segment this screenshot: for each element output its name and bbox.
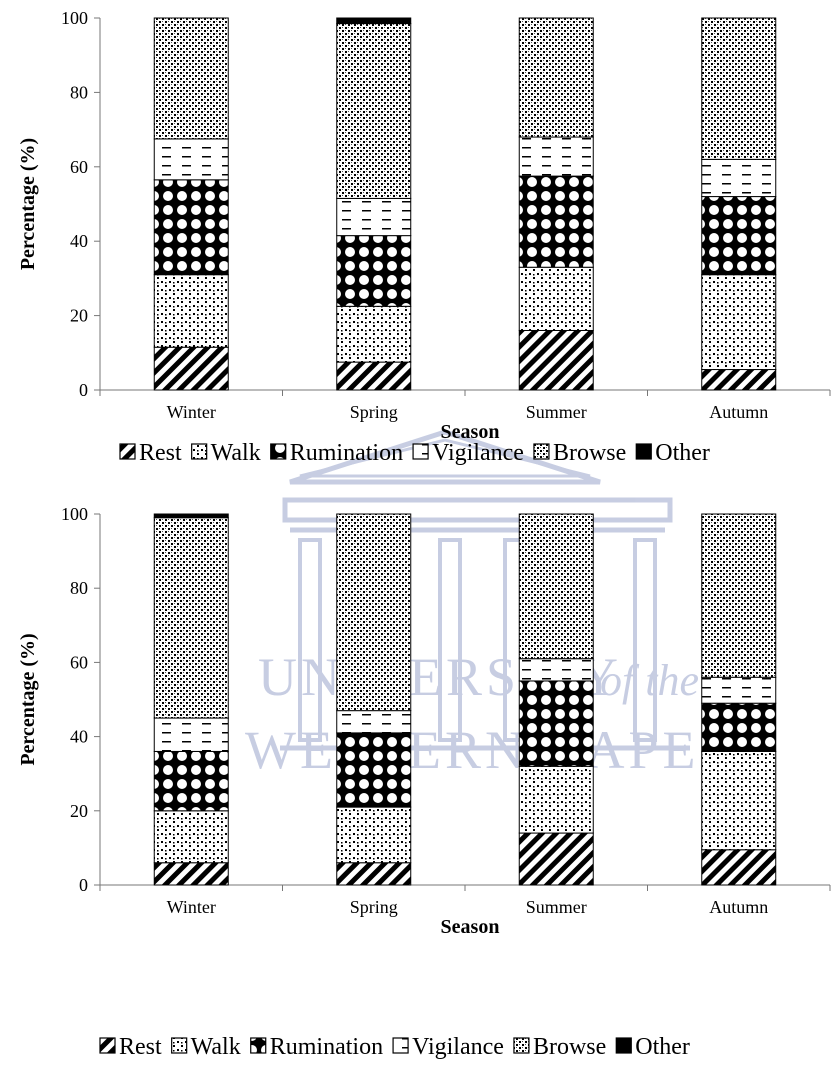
legend-swatch-rest (119, 443, 136, 460)
y-tick-label: 40 (70, 727, 88, 747)
bar-segment-browse-winter (153, 17, 229, 140)
bar-segment-rest-autumn (701, 369, 777, 391)
legend-label-vigilance: Vigilance (432, 440, 524, 466)
legend-swatch-walk (171, 1037, 188, 1054)
bar-segment-rest-summer (518, 832, 594, 886)
legend-label-walk: Walk (191, 1034, 241, 1060)
y-tick-label: 100 (61, 504, 88, 524)
legend-swatch-vigilance (392, 1037, 409, 1054)
legend: Rest Walk Rumination Vigilance Browse Other (119, 440, 710, 466)
legend-swatch-browse (533, 443, 550, 460)
watermark-line1-suffix: of the (600, 656, 699, 705)
x-tick-label: Summer (526, 897, 587, 917)
y-tick-label: 80 (70, 82, 88, 102)
watermark-line2: WESTERN CAPE (245, 720, 700, 780)
legend-label-browse: Browse (533, 1034, 606, 1060)
bar-segment-rest-winter (153, 346, 229, 391)
bar-segment-walk-autumn (701, 274, 777, 371)
bar-segment-walk-spring (336, 806, 412, 864)
x-tick-label: Spring (350, 897, 398, 917)
x-tick-label: Summer (526, 402, 587, 422)
bar-segment-vigilance-autumn (701, 158, 777, 198)
bar-segment-vigilance-spring (336, 710, 412, 734)
x-tick-label: Winter (167, 897, 216, 917)
bar-segment-other-spring (336, 17, 412, 25)
bar-segment-rest-autumn (701, 849, 777, 886)
bar-segment-rumination-spring (336, 732, 412, 808)
bar-segment-browse-autumn (701, 513, 777, 678)
bar-segment-rumination-winter (153, 179, 229, 276)
y-tick-label: 0 (79, 875, 88, 895)
bar-segment-browse-summer (518, 513, 594, 660)
legend-label-rest: Rest (119, 1034, 162, 1060)
y-tick-label: 100 (61, 8, 88, 28)
legend-swatch-walk (191, 443, 208, 460)
bar-segment-walk-winter (153, 274, 229, 348)
y-tick-label: 60 (70, 652, 88, 672)
x-axis-title: Season (441, 916, 500, 938)
bar-segment-rumination-summer (518, 175, 594, 268)
bar-segment-other-winter (153, 513, 229, 519)
bar-segment-browse-spring (336, 23, 412, 199)
bar-segment-browse-autumn (701, 17, 777, 160)
legend-swatch-vigilance (412, 443, 429, 460)
x-tick-label: Spring (350, 402, 398, 422)
bar-segment-rumination-autumn (701, 702, 777, 752)
bar-segment-vigilance-winter (153, 138, 229, 181)
y-tick-label: 0 (79, 380, 88, 400)
x-tick-label: Autumn (709, 897, 768, 917)
bar-segment-walk-summer (518, 266, 594, 331)
chart-top: 0 20 40 60 80 100 Winter Spring Summer Autumn Seas… (17, 8, 831, 466)
legend-label-other: Other (655, 440, 710, 466)
legend-label-rumination: Rumination (290, 440, 403, 466)
bar-segment-rumination-spring (336, 235, 412, 307)
x-tick-label: Winter (167, 402, 216, 422)
bar-segment-rest-winter (153, 862, 229, 886)
bar-segment-browse-spring (336, 513, 412, 712)
legend-label-rumination: Rumination (270, 1034, 383, 1060)
legend-swatch-browse (513, 1037, 530, 1054)
bar-segment-rest-spring (336, 361, 412, 391)
y-tick-label: 20 (70, 801, 88, 821)
legend-label-other: Other (635, 1034, 690, 1060)
bar-segment-rumination-summer (518, 680, 594, 767)
bar-segment-walk-summer (518, 765, 594, 834)
legend-label-rest: Rest (139, 440, 182, 466)
legend-label-walk: Walk (211, 440, 261, 466)
y-axis-title: Percentage (%) (17, 138, 39, 270)
legend-label-vigilance: Vigilance (412, 1034, 504, 1060)
bar-segment-rest-summer (518, 329, 594, 391)
y-axis-title: Percentage (%) (17, 633, 39, 765)
y-tick-label: 60 (70, 157, 88, 177)
legend-label-browse: Browse (553, 440, 626, 466)
legend-swatch-rest (99, 1037, 116, 1054)
x-axis-title: Season (441, 421, 500, 443)
bar-segment-walk-autumn (701, 750, 777, 851)
legend-swatch-rumination (250, 1037, 267, 1054)
legend-swatch-other (635, 443, 652, 460)
bar-segment-rumination-autumn (701, 196, 777, 276)
bar-segment-vigilance-spring (336, 197, 412, 237)
legend-swatch-other (615, 1037, 632, 1054)
bar-segment-vigilance-autumn (701, 676, 777, 704)
bar-segment-rumination-winter (153, 750, 229, 812)
bar-segment-vigilance-summer (518, 136, 594, 177)
bar-segment-walk-winter (153, 810, 229, 864)
bar-segment-browse-winter (153, 517, 229, 719)
legend: Rest Walk Rumination Vigilance Browse Other (99, 1034, 690, 1060)
bar-segment-browse-summer (518, 17, 594, 138)
bar-segment-vigilance-winter (153, 717, 229, 752)
chart-bottom: 0 20 40 60 80 100 Winter Spring Summer Autumn Seas… (17, 504, 831, 1060)
bar-segment-vigilance-summer (518, 658, 594, 682)
bar-segment-rest-spring (336, 862, 412, 886)
x-tick-label: Autumn (709, 402, 768, 422)
y-tick-label: 20 (70, 306, 88, 326)
y-tick-label: 40 (70, 231, 88, 251)
watermark: UNIVERSITY of the WESTERN CAPE (245, 429, 700, 780)
y-tick-label: 80 (70, 578, 88, 598)
bar-segment-walk-spring (336, 305, 412, 363)
legend-swatch-rumination (270, 443, 287, 460)
